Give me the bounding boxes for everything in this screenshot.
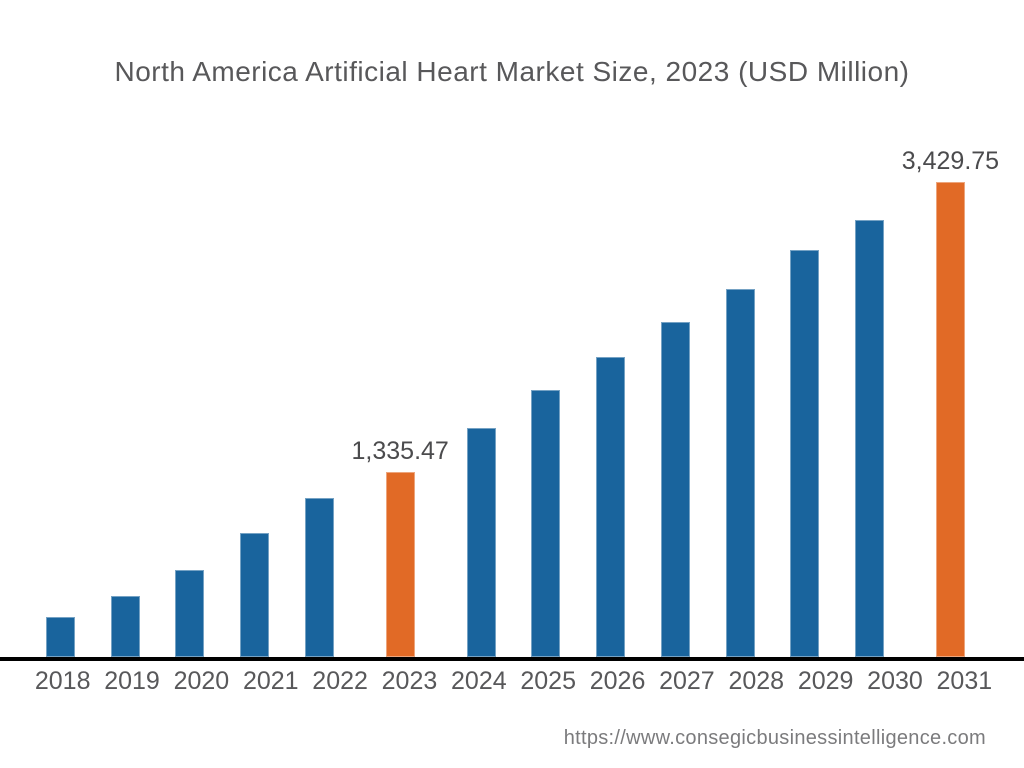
bar-column-2025 bbox=[514, 120, 579, 657]
x-tick-2031: 2031 bbox=[936, 667, 993, 695]
bar-column-2031: 3,429.75 bbox=[902, 120, 999, 657]
source-url-link[interactable]: https://www.consegicbusinessintelligence… bbox=[563, 727, 986, 749]
x-tick-2020: 2020 bbox=[173, 667, 230, 695]
bar-2022 bbox=[304, 498, 334, 657]
bar-column-2020 bbox=[157, 120, 222, 657]
bar-value-label-2023: 1,335.47 bbox=[351, 436, 449, 465]
x-axis-tick-row: 2018 2019 2020 2021 2022 2023 2024 2025 2026 2027… bbox=[28, 667, 999, 696]
x-tick-2022: 2022 bbox=[312, 667, 368, 695]
bar-2026 bbox=[596, 357, 626, 657]
x-tick-2030: 2030 bbox=[867, 667, 923, 695]
x-tick-2025: 2025 bbox=[520, 667, 576, 695]
chart-title: North America Artificial Heart Market Si… bbox=[114, 56, 910, 87]
x-tick-2023: 2023 bbox=[381, 667, 438, 695]
bar-column-2024 bbox=[449, 120, 514, 657]
bar-column-2022 bbox=[287, 120, 352, 657]
x-tick-2027: 2027 bbox=[659, 667, 715, 695]
x-tick-2024: 2024 bbox=[451, 667, 507, 695]
bar-column-2027 bbox=[643, 120, 708, 657]
bar-column-2023: 1,335.47 bbox=[352, 120, 449, 657]
x-tick-2026: 2026 bbox=[589, 667, 646, 695]
bar-2027 bbox=[660, 322, 690, 657]
x-tick-2029: 2029 bbox=[797, 667, 854, 695]
bar-2031 bbox=[935, 182, 965, 657]
bar-column-2030 bbox=[837, 120, 902, 657]
x-tick-2028: 2028 bbox=[728, 667, 785, 695]
bar-column-2019 bbox=[93, 120, 158, 657]
x-axis-line bbox=[0, 657, 1024, 661]
plot-area: 1,335.47 3,429.75 bbox=[28, 120, 999, 657]
bar-column-2028 bbox=[708, 120, 773, 657]
bar-2029 bbox=[790, 250, 820, 657]
x-tick-2021: 2021 bbox=[242, 667, 299, 695]
bar-column-2029 bbox=[772, 120, 837, 657]
bar-column-2021 bbox=[222, 120, 287, 657]
x-tick-2019: 2019 bbox=[104, 667, 160, 695]
bar-2019 bbox=[110, 596, 140, 657]
x-tick-2018: 2018 bbox=[34, 667, 91, 695]
bar-column-2018 bbox=[28, 120, 93, 657]
bar-2023 bbox=[385, 472, 415, 657]
bar-2028 bbox=[725, 289, 755, 657]
bar-2021 bbox=[239, 533, 269, 657]
bar-2025 bbox=[531, 390, 561, 657]
bar-2018 bbox=[45, 617, 75, 657]
bar-value-label-2031: 3,429.75 bbox=[901, 146, 1000, 175]
bar-2024 bbox=[466, 428, 496, 657]
bar-column-2026 bbox=[578, 120, 643, 657]
bar-2030 bbox=[854, 220, 884, 657]
bar-2020 bbox=[175, 570, 205, 657]
